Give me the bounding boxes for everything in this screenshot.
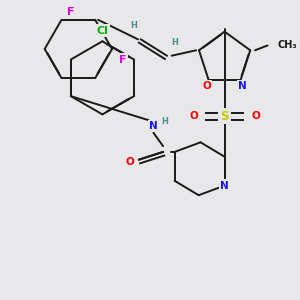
Text: O: O (189, 111, 198, 121)
Text: Cl: Cl (97, 26, 108, 36)
Text: H: H (171, 38, 178, 47)
Text: O: O (126, 157, 135, 166)
Text: H: H (130, 21, 136, 30)
Text: O: O (251, 111, 260, 121)
Text: O: O (202, 81, 211, 91)
Text: N: N (238, 81, 247, 91)
Text: N: N (220, 181, 229, 190)
Text: F: F (68, 7, 75, 17)
Text: N: N (149, 121, 158, 131)
Text: S: S (220, 110, 229, 123)
Text: CH₃: CH₃ (277, 40, 297, 50)
Text: F: F (119, 55, 126, 64)
Text: H: H (161, 117, 168, 126)
